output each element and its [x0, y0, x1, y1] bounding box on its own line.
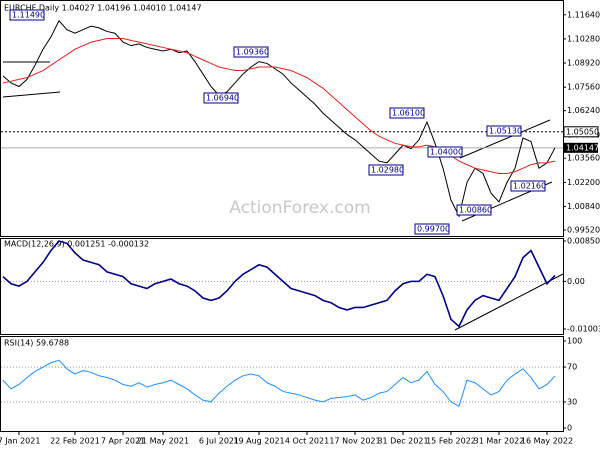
annotation-label: 1.02980: [371, 166, 404, 175]
watermark: ActionForex.com: [229, 198, 370, 218]
x-tick-label: 7 Jan 2021: [0, 437, 40, 446]
last-price-box: [564, 142, 598, 153]
macd-panel: [0, 238, 564, 335]
x-tick-label: 16 May 2022: [521, 437, 573, 446]
macd-trend-line: [454, 273, 564, 331]
annotation-box: [427, 146, 463, 158]
y-tick-label: 1.11640: [567, 10, 600, 19]
x-tick-label: 7 Apr 2021: [101, 437, 145, 446]
annotation-box: [414, 223, 450, 235]
x-tick-label: 31 Dec 2021: [377, 437, 428, 446]
annotation-box: [203, 92, 239, 104]
x-tick-label: 4 Oct 2021: [285, 437, 329, 446]
y-tick-label: 0: [567, 424, 572, 433]
y-tick-label: 70: [567, 363, 577, 372]
series-line: [2, 359, 556, 407]
series-line: [2, 38, 556, 175]
annotation-box: [456, 204, 492, 216]
y-tick-label: 1.03560: [567, 154, 600, 163]
y-tick-label: 100: [567, 337, 582, 346]
x-tick-label: 21 May 2021: [137, 437, 189, 446]
annotation-label: 1.09360: [236, 48, 269, 57]
macd-title: MACD(12,26,9) 0.001251 -0.000132: [4, 240, 149, 249]
annotation-label: 1.11490: [12, 11, 45, 20]
price-panel: [0, 0, 564, 237]
annotation-label: 1.05130: [489, 127, 522, 136]
y-tick-label: 1.10280: [567, 34, 600, 43]
y-tick-label: 0.99520: [567, 225, 600, 234]
y-tick-label: 1.00840: [567, 202, 600, 211]
y-tick-label: 30: [567, 397, 577, 406]
annotation-box: [486, 125, 522, 137]
annotation-box: [389, 107, 425, 119]
series-line: [2, 19, 556, 218]
annotation-label: 1.06940: [206, 94, 239, 103]
series-line: [2, 240, 556, 328]
x-tick-label: 19 Aug 2021: [233, 437, 284, 446]
last-price-label: 1.04147: [566, 143, 599, 152]
y-tick-label: 1.06240: [567, 106, 600, 115]
annotation-label: 1.00860: [459, 206, 492, 215]
x-tick-label: 6 Jul 2021: [199, 437, 239, 446]
x-tick-label: 22 Feb 2021: [50, 437, 100, 446]
y-tick-label: 0.008507: [567, 237, 600, 246]
annotation-box: [9, 9, 45, 21]
annotation-label: 1.04000: [430, 148, 463, 157]
y-tick-label: -0.010034: [567, 325, 600, 334]
annotation-box: [510, 180, 546, 192]
annotation-label: 1.06100: [392, 109, 425, 118]
annotation-box: [233, 46, 269, 58]
x-tick-label: 31 Mar 2022: [474, 437, 525, 446]
channel-line: [459, 119, 551, 159]
y-tick-label: 1.02200: [567, 178, 600, 187]
x-tick-label: 15 Feb 2022: [426, 437, 476, 446]
annotation-label: 0.99700: [417, 225, 450, 234]
level-box: [563, 126, 599, 138]
y-tick-label: 1.07560: [567, 83, 600, 92]
chart-title: EURCHF,Daily 1.04027 1.04196 1.04010 1.0…: [4, 4, 202, 13]
y-tick-label: 0.00: [567, 277, 585, 286]
rsi-title: RSI(14) 59.6788: [4, 339, 69, 348]
annotation-box: [368, 164, 404, 176]
level-label: 1.05050: [566, 127, 599, 136]
trend-line: [2, 91, 61, 98]
y-tick-label: 1.08920: [567, 59, 600, 68]
x-tick-label: 17 Nov 2021: [329, 437, 380, 446]
annotation-label: 1.02160: [513, 182, 546, 191]
rsi-panel: [0, 336, 564, 432]
